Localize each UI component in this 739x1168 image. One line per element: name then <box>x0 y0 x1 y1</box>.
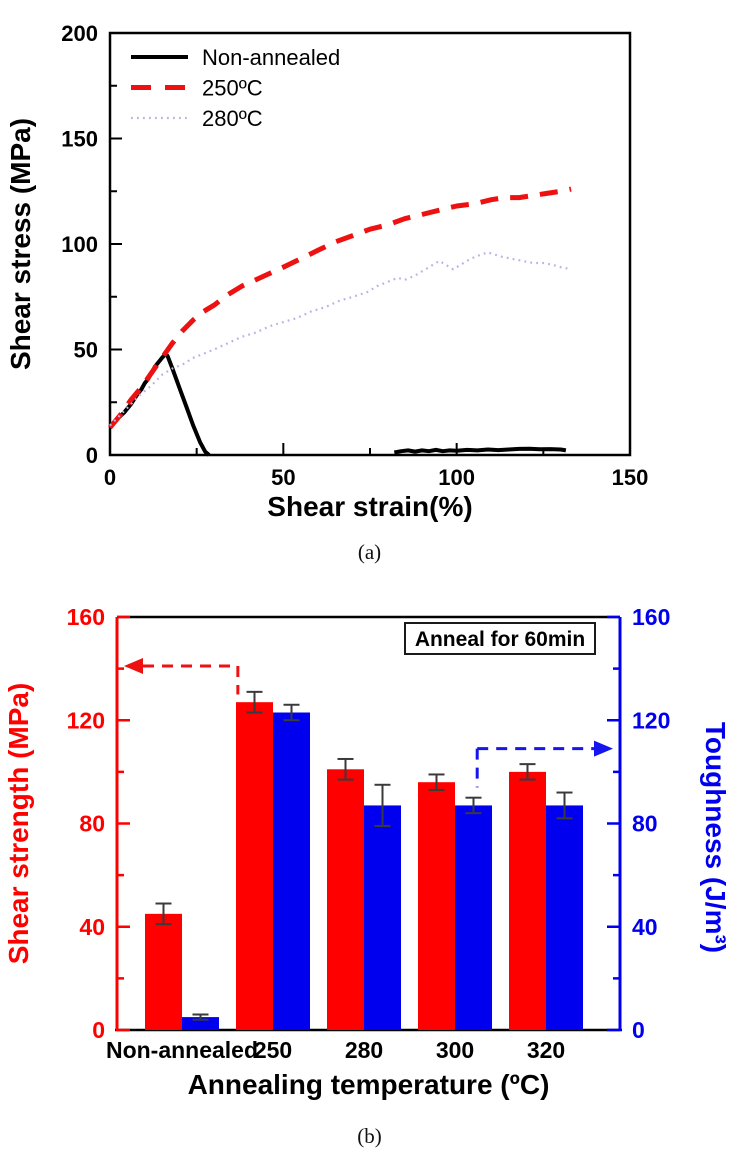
x-axis-title: Shear strain(%) <box>267 491 472 522</box>
legend-label-280-c: 280ºC <box>202 106 263 131</box>
x-tick-label: 50 <box>271 465 295 490</box>
left-arrow-head <box>124 658 143 675</box>
series-250-c <box>108 186 572 430</box>
legend-label-250-c: 250ºC <box>202 76 263 101</box>
category-label-320: 320 <box>527 1037 565 1063</box>
x-axis-title: Annealing temperature (ºC) <box>188 1069 550 1100</box>
left-tick-label: 160 <box>67 604 105 630</box>
y-tick-label: 100 <box>61 232 98 257</box>
right-axis-title: Toughness (J/m³) <box>700 722 731 953</box>
series-280-c <box>109 251 572 427</box>
right-tick-label: 40 <box>632 914 658 940</box>
y-tick-label: 150 <box>61 127 98 152</box>
right-tick-label: 80 <box>632 811 658 837</box>
x-tick-label: 150 <box>612 465 649 490</box>
strength-toughness-chart: 0 40 80 120 160 Shear strength (MPa) 0 40 80 120 1… <box>3 604 731 1100</box>
right-arrow-head <box>594 740 613 757</box>
x-tick-label: 100 <box>438 465 475 490</box>
bar-280-toughness <box>364 805 401 1030</box>
bar-250-toughness <box>273 712 310 1030</box>
left-tick-label: 0 <box>92 1017 105 1043</box>
category-label-non-annealed: Non-annealed <box>106 1037 258 1063</box>
y-tick-label: 0 <box>86 443 98 468</box>
bar-320-shear-strength <box>509 771 546 1030</box>
plot-frame <box>108 31 632 457</box>
stress-strain-chart: 0 50 100 150 0 50 100 150 200 Non-annealed 250ºC 28… <box>5 21 649 522</box>
caption-b: (b) <box>357 1124 382 1148</box>
category-label-250: 250 <box>254 1037 292 1063</box>
y-tick-label: 50 <box>74 338 98 363</box>
annotation-box <box>404 622 596 655</box>
bar-300-shear-strength <box>418 782 455 1030</box>
bar-non-annealed-toughness <box>182 1017 219 1030</box>
left-tick-label: 120 <box>67 707 105 733</box>
bar-320-toughness <box>546 805 583 1030</box>
y-axis-title: Shear stress (MPa) <box>5 118 36 370</box>
right-tick-label: 120 <box>632 707 670 733</box>
bar-non-annealed-shear-strength <box>145 913 182 1030</box>
category-label-280: 280 <box>345 1037 383 1063</box>
bar-250-shear-strength <box>236 702 273 1030</box>
right-tick-label: 0 <box>632 1017 645 1043</box>
left-tick-label: 40 <box>79 914 105 940</box>
y-tick-label: 200 <box>61 21 98 46</box>
category-label-300: 300 <box>436 1037 474 1063</box>
bar-280-shear-strength <box>327 769 364 1030</box>
series-non-annealed <box>108 352 211 457</box>
right-tick-label: 160 <box>632 604 670 630</box>
annotation-text: Anneal for 60min <box>415 628 585 651</box>
left-tick-label: 80 <box>79 811 105 837</box>
caption-a: (a) <box>357 540 382 564</box>
legend-label-non-annealed: Non-annealed <box>202 45 340 70</box>
series-non-annealed-segment-2 <box>393 446 567 455</box>
bar-300-toughness <box>455 805 492 1030</box>
x-tick-label: 0 <box>104 465 116 490</box>
left-axis-title: Shear strength (MPa) <box>3 683 34 965</box>
